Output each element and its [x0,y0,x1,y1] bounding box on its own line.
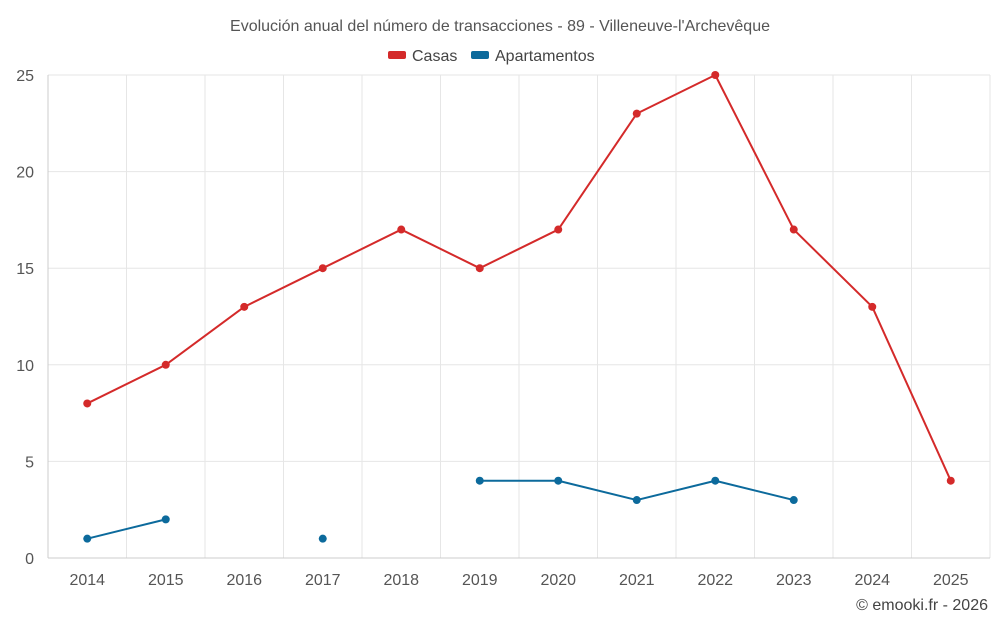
x-tick-label: 2018 [383,572,419,589]
x-tick-label: 2022 [697,572,733,589]
point-apartamentos-2021[interactable] [632,496,641,505]
point-apartamentos-2014[interactable] [83,534,92,543]
x-tick-label: 2015 [148,572,184,589]
x-tick-label: 2016 [226,572,262,589]
y-tick-label: 5 [25,454,34,471]
point-casas-2021[interactable] [632,109,641,118]
point-apartamentos-2020[interactable] [554,476,563,485]
legend-label-casas[interactable]: Casas [412,48,457,65]
legend-swatch-apartamentos [471,51,489,59]
series-line-casas [86,74,952,482]
point-apartamentos-2019[interactable] [475,476,484,485]
series-apartamentos [83,476,798,543]
legend: Casas Apartamentos [388,48,595,65]
point-apartamentos-2023[interactable] [789,496,798,505]
y-axis: 0 5 10 15 20 25 [16,68,49,568]
x-tick-label: 2023 [776,572,812,589]
gridlines [47,74,991,558]
x-tick-label: 2020 [540,572,576,589]
x-tick-label: 2017 [305,572,341,589]
x-tick-label: 2014 [69,572,105,589]
series-layer [83,71,955,543]
y-tick-label: 20 [16,165,34,182]
point-casas-2018[interactable] [397,225,406,234]
point-casas-2014[interactable] [83,399,92,408]
point-casas-2017[interactable] [318,264,327,273]
y-tick-label: 15 [16,261,34,278]
x-tick-label: 2021 [619,572,655,589]
legend-swatch-casas [388,51,406,59]
point-casas-2019[interactable] [475,264,484,273]
y-tick-label: 25 [16,68,34,85]
x-tick-label: 2024 [854,572,890,589]
y-tick-label: 10 [16,358,34,375]
point-casas-2024[interactable] [868,302,877,311]
credit-text: © emooki.fr - 2026 [856,597,988,614]
x-tick-label: 2025 [933,572,969,589]
point-apartamentos-2015[interactable] [161,515,170,524]
point-apartamentos-2022[interactable] [711,476,720,485]
series-line-apartamentos [87,518,166,540]
y-tick-label: 0 [25,551,34,568]
point-casas-2020[interactable] [554,225,563,234]
point-casas-2025[interactable] [946,476,955,485]
point-casas-2022[interactable] [711,71,720,79]
x-axis: 2014 2015 2016 2017 2018 2019 2020 2021 2022 2023… [48,557,990,589]
legend-label-apartamentos[interactable]: Apartamentos [495,48,595,65]
chart-title: Evolución anual del número de transaccio… [230,18,770,35]
point-casas-2016[interactable] [240,302,249,311]
point-casas-2015[interactable] [161,360,170,369]
x-tick-label: 2019 [462,572,498,589]
point-apartamentos-2017[interactable] [318,534,327,543]
series-casas [83,71,955,485]
point-casas-2023[interactable] [789,225,798,234]
